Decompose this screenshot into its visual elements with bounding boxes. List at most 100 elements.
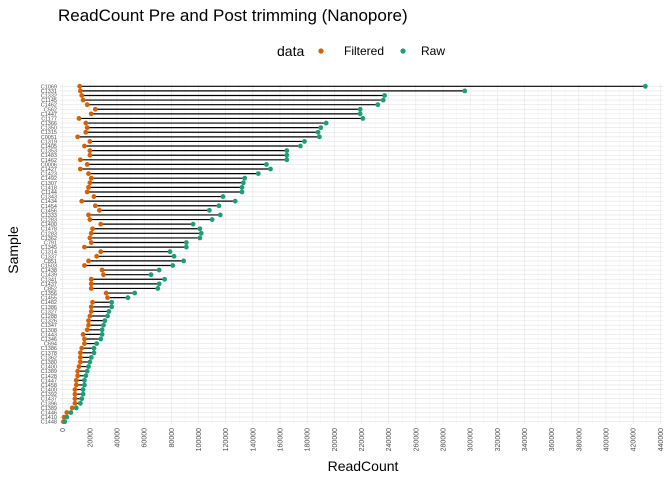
point-filtered-C1319: [87, 139, 93, 144]
point-filtered-C1333: [86, 212, 91, 218]
point-filtered-C694: [82, 341, 87, 346]
point-filtered-C1437: [88, 281, 94, 287]
y-tick-label: C1462: [41, 158, 57, 164]
point-raw-C1418: [239, 184, 245, 190]
point-raw-C1396: [77, 400, 83, 406]
point-raw-C1439: [148, 272, 154, 278]
point-filtered-C1366: [83, 120, 89, 126]
x-tick-label: 120000: [223, 428, 230, 451]
point-filtered-C1439: [101, 272, 106, 278]
point-raw-C1492: [242, 175, 248, 181]
y-tick-label: C1434: [41, 199, 57, 205]
point-raw-C1362: [88, 354, 94, 360]
point-filtered-C1350: [84, 125, 90, 131]
point-filtered-C1332: [79, 93, 85, 98]
point-raw-C1454: [216, 203, 222, 209]
y-tick-label: C1443: [41, 332, 57, 338]
y-tick-label: C1389: [41, 406, 57, 412]
point-raw-C1307: [240, 180, 246, 186]
y-tick-label: C1437: [41, 397, 57, 403]
x-tick-label: 200000: [332, 428, 339, 451]
y-tick-label: C1332: [41, 93, 57, 99]
y-tick-label: C1428: [41, 374, 57, 380]
x-tick-label: 420000: [631, 428, 638, 451]
point-filtered-C1327: [88, 309, 94, 314]
y-tick-label: C1331: [41, 89, 57, 95]
point-raw-C1462: [375, 102, 381, 108]
y-tick-label: C1386: [41, 305, 57, 311]
point-filtered-C1447: [88, 111, 94, 117]
point-raw-C0051: [316, 134, 322, 140]
point-raw-C1456: [206, 207, 212, 213]
point-filtered-C1443: [80, 332, 86, 337]
point-filtered-C1396: [72, 400, 78, 406]
x-tick-label: 160000: [278, 428, 285, 451]
x-tick-label: 0: [60, 428, 67, 432]
point-raw-C1353: [284, 148, 290, 154]
y-tick-label: C1462: [41, 103, 57, 109]
y-tick-label: C1337: [41, 254, 57, 260]
y-tick-label: C0006: [41, 162, 57, 168]
point-raw-C851: [181, 258, 186, 264]
y-axis-tick-labels: C1069C1331C1332C1145C1462C562C1447C1177C…: [41, 84, 57, 425]
point-raw-C1319: [302, 139, 307, 144]
y-tick-label: C1326: [41, 319, 57, 325]
y-tick-label: C0051: [41, 135, 57, 141]
point-filtered-C1418: [86, 184, 91, 190]
chart-title: ReadCount Pre and Post trimming (Nanopor…: [58, 6, 408, 25]
point-filtered-C1283: [88, 230, 94, 236]
point-filtered-C1437: [72, 396, 78, 402]
point-filtered-C1434: [79, 198, 85, 204]
y-tick-label: C1492: [41, 176, 57, 182]
point-raw-C1503: [170, 263, 176, 268]
point-filtered-C1447: [73, 377, 79, 383]
point-raw-C1386: [91, 345, 97, 351]
y-tick-label: C1446: [41, 411, 57, 417]
x-tick-label: 60000: [142, 428, 149, 448]
point-filtered-C1482: [90, 299, 95, 305]
point-filtered-C1144: [84, 189, 90, 195]
y-tick-label: C1448: [41, 420, 57, 426]
point-filtered-C1428: [75, 373, 81, 379]
y-tick-label: C1455: [41, 296, 57, 302]
point-raw-C1362: [197, 235, 203, 241]
x-tick-label: 380000: [576, 428, 583, 451]
point-raw-C1378: [91, 350, 97, 356]
point-raw-C1350: [318, 125, 324, 131]
point-filtered-C1315: [83, 129, 89, 135]
point-raw-C1389: [73, 405, 79, 411]
point-raw-C1144: [239, 189, 245, 195]
y-tick-label: C1353: [41, 149, 57, 155]
point-raw-C1345: [183, 244, 189, 250]
point-raw-C1482: [109, 299, 115, 305]
point-raw-C1337: [171, 253, 177, 259]
point-raw-C1069: [642, 83, 648, 89]
point-filtered-C1308: [84, 327, 90, 333]
point-raw-C1366: [323, 120, 329, 126]
point-filtered-C1380: [77, 359, 83, 365]
point-filtered-C1337: [94, 253, 100, 259]
x-tick-label: 140000: [250, 428, 257, 451]
point-raw-C1333: [217, 212, 223, 218]
point-filtered-C791: [88, 240, 94, 245]
point-filtered-C1446: [64, 410, 70, 415]
point-filtered-C1462: [77, 157, 83, 163]
point-filtered-C1456: [96, 207, 102, 213]
point-raw-C1380: [87, 359, 93, 365]
y-tick-label: C1362: [41, 355, 57, 361]
point-filtered-C1307: [87, 180, 93, 186]
y-tick-label: C1418: [41, 185, 57, 191]
point-filtered-C0006: [84, 162, 90, 167]
y-tick-label: C1308: [41, 328, 57, 334]
y-tick-label: C1314: [41, 250, 57, 256]
point-raw-C1308: [99, 327, 105, 333]
y-tick-label: C1400: [41, 365, 57, 371]
point-raw-C1437: [79, 396, 85, 402]
point-filtered-C1288: [87, 313, 93, 319]
y-tick-label: C1400: [41, 388, 57, 394]
point-raw-C694: [94, 341, 100, 346]
point-raw-C1315: [315, 129, 321, 135]
y-tick-label: C851: [44, 259, 57, 265]
point-raw-C1400: [190, 221, 196, 227]
point-filtered-C562: [92, 106, 98, 112]
